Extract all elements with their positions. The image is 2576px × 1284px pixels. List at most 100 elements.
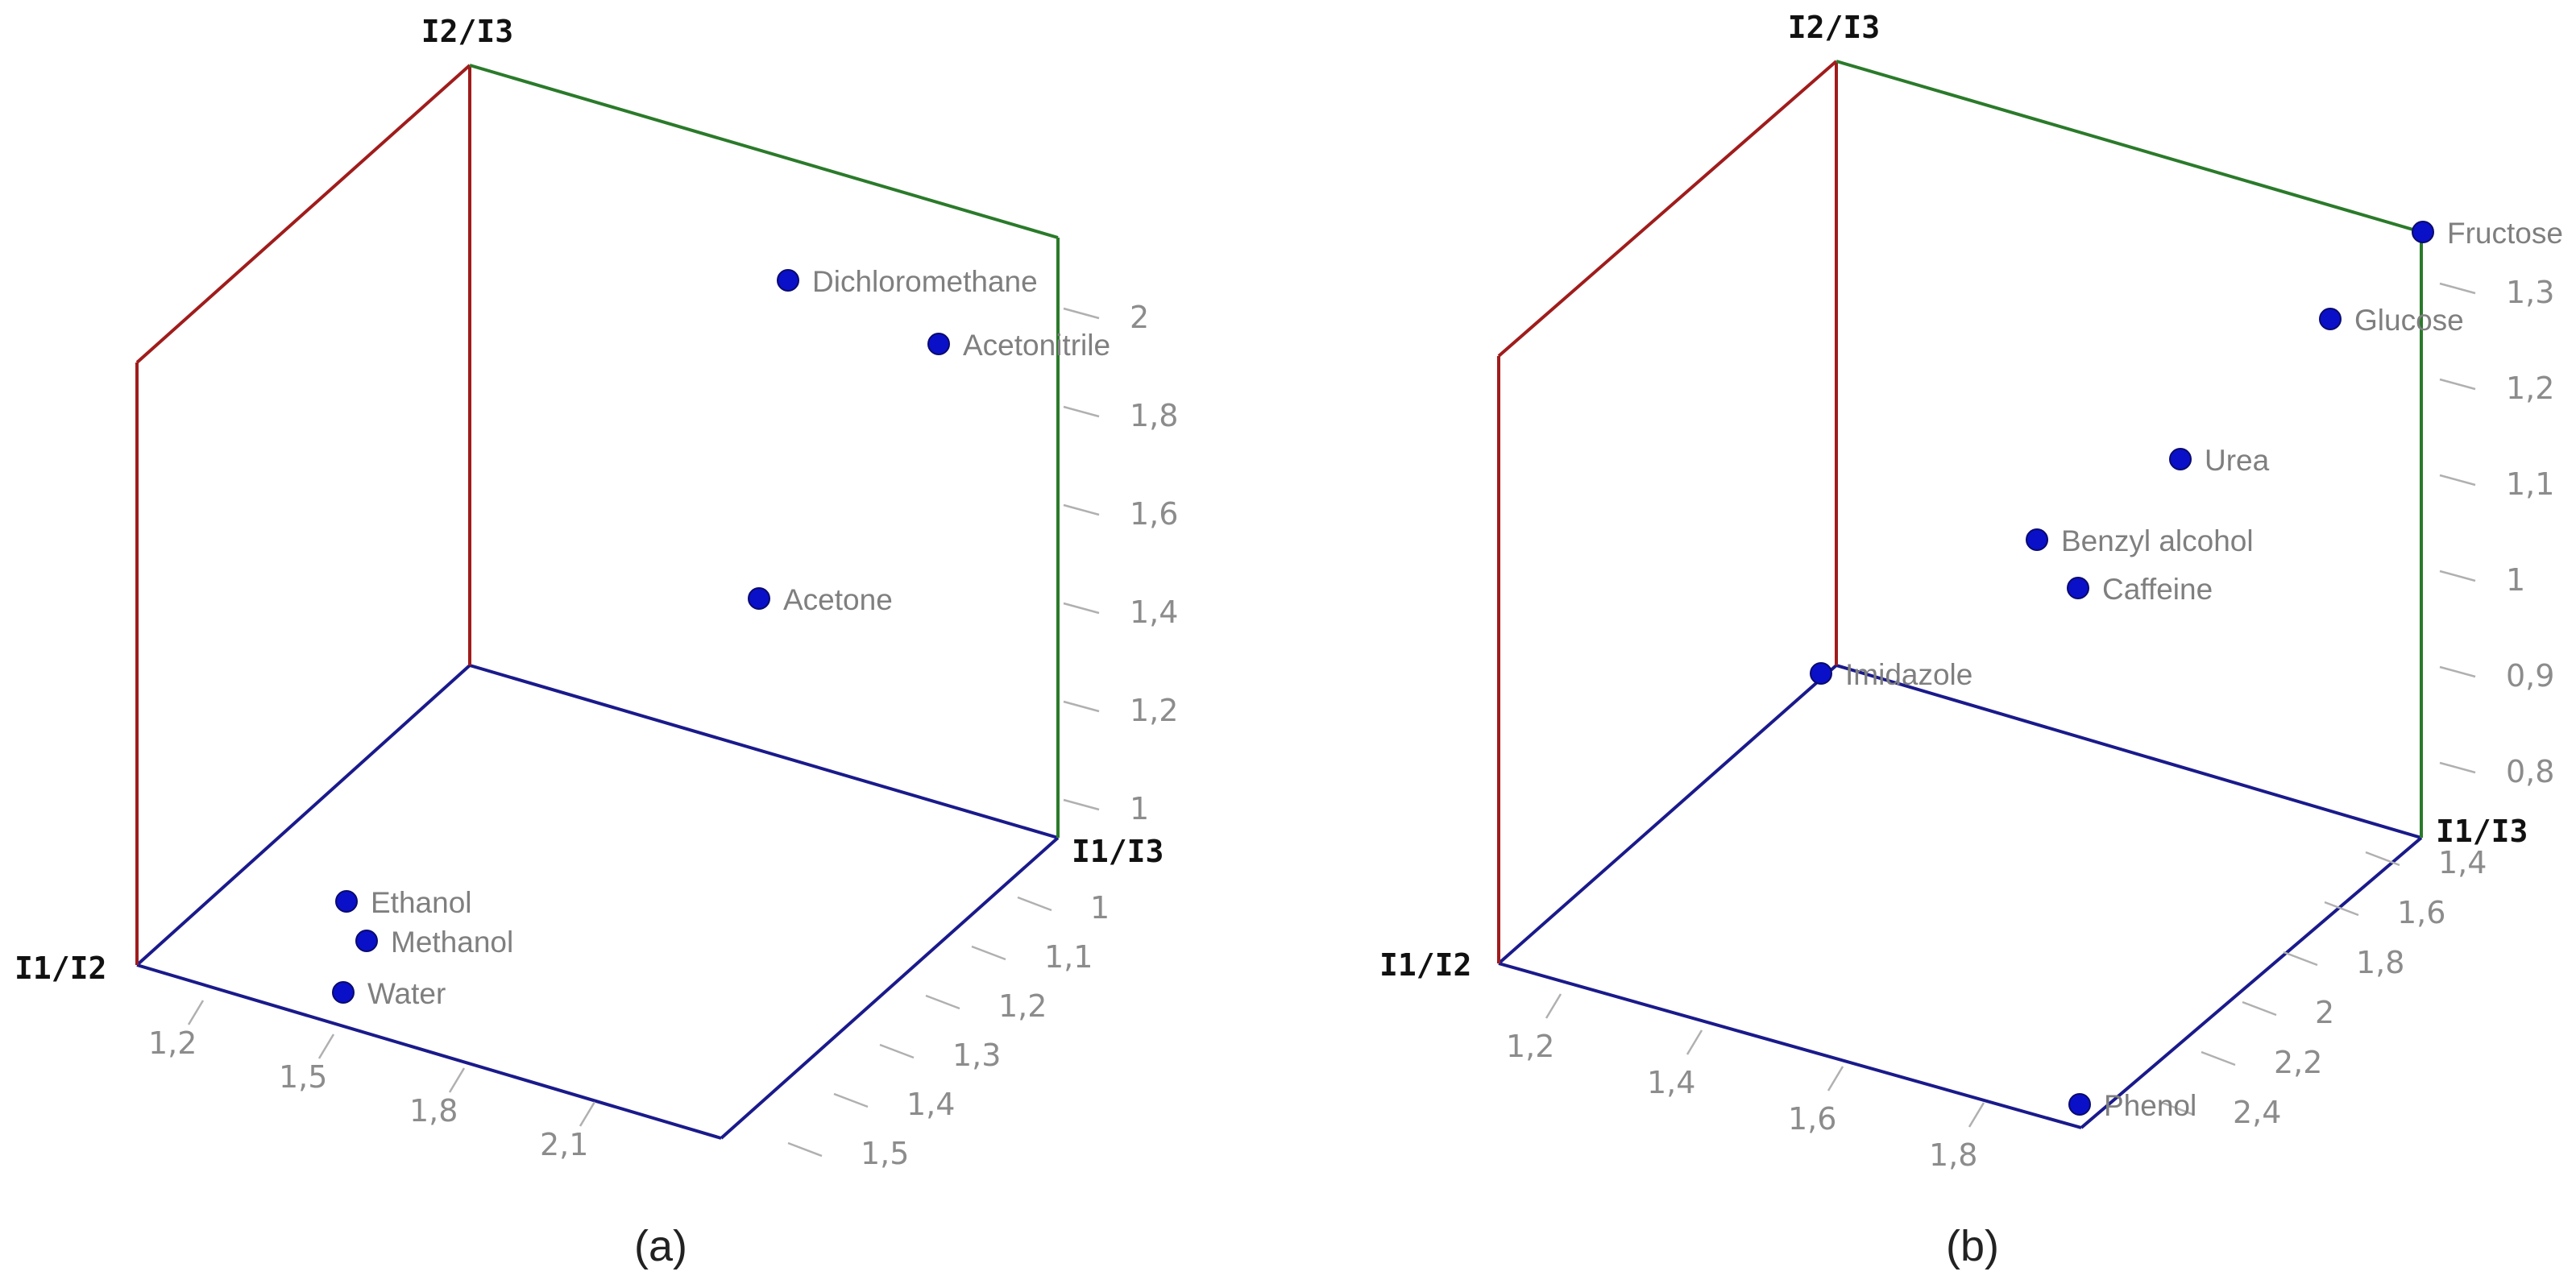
- floor-edge-front-x: [136, 963, 722, 1140]
- data-point-label: Benzyl alcohol: [2061, 524, 2254, 557]
- z-tick-mark: [2439, 761, 2476, 774]
- x-tick-label: 1,5: [279, 1059, 327, 1095]
- z-tick-label: 1: [1130, 791, 1149, 826]
- z-tick-mark: [2439, 378, 2476, 391]
- y-tick-mark: [879, 1043, 915, 1059]
- data-point: [748, 587, 770, 610]
- data-point: [927, 333, 950, 355]
- data-point: [2319, 308, 2342, 330]
- z-tick-label: 0,8: [2506, 754, 2554, 789]
- data-point-label: Phenol: [2104, 1089, 2196, 1122]
- y-tick-label: 1,8: [2356, 945, 2404, 980]
- x-tick-label: 1,6: [1788, 1101, 1836, 1137]
- x-axis-name: I1/I2: [15, 951, 106, 986]
- y-tick-mark: [2324, 901, 2359, 917]
- z-tick-label: 1,3: [2506, 275, 2554, 310]
- z-tick-label: 2: [1130, 300, 1149, 335]
- data-point-label: Acetonitrile: [963, 329, 1110, 362]
- y-tick-mark: [925, 994, 960, 1010]
- z-tick-label: 1,8: [1130, 398, 1178, 433]
- floor-edge-front-y: [2080, 836, 2423, 1129]
- z-tick-label: 0,9: [2506, 658, 2554, 694]
- data-point: [2169, 448, 2192, 470]
- data-point: [355, 930, 378, 952]
- y-tick-mark: [2201, 1050, 2236, 1067]
- z-tick-mark: [1063, 798, 1100, 811]
- z-tick-mark: [1063, 307, 1100, 320]
- floor-edge-x: [135, 664, 471, 967]
- y-tick-label: 1,6: [2397, 895, 2445, 930]
- data-point: [2067, 577, 2089, 599]
- x-tick-mark: [1827, 1066, 1844, 1091]
- x-tick-label: 2,1: [540, 1127, 588, 1162]
- z-tick-mark: [1063, 700, 1100, 713]
- y-tick-label: 1: [1090, 890, 1110, 926]
- floor-edge-x: [1497, 664, 1838, 965]
- data-point: [2026, 528, 2048, 551]
- z-tick-label: 1: [2506, 562, 2525, 598]
- data-point-label: Urea: [2205, 444, 2270, 477]
- floor-edge-y: [1836, 664, 2422, 839]
- x-tick-label: 1,8: [1929, 1137, 1977, 1173]
- data-point-label: Caffeine: [2102, 573, 2213, 606]
- z-axis-name: I2/I3: [421, 14, 513, 49]
- z-tick-label: 1,6: [1130, 496, 1178, 532]
- y-tick-mark: [2365, 851, 2400, 867]
- x-tick-mark: [1545, 993, 1562, 1019]
- floor-edge-front-x: [1498, 962, 2082, 1129]
- x-tick-mark: [1968, 1102, 1985, 1128]
- data-point-label: Acetone: [783, 583, 893, 616]
- wall-edge-top-left: [135, 64, 471, 364]
- y-tick-mark: [787, 1141, 823, 1158]
- z-tick-mark: [2439, 282, 2476, 295]
- y-tick-label: 2,4: [2233, 1095, 2281, 1130]
- x-tick-mark: [579, 1101, 596, 1127]
- data-point-label: Glucose: [2354, 304, 2464, 337]
- y-tick-label: 1,4: [906, 1087, 955, 1122]
- z-tick-mark: [1063, 602, 1100, 615]
- data-point-label: Methanol: [391, 926, 513, 959]
- data-point: [2068, 1093, 2091, 1116]
- y-axis-name: I1/I3: [2436, 814, 2528, 849]
- data-point: [335, 890, 358, 913]
- wall-edge-top-right: [469, 64, 1059, 239]
- x-axis-name: I1/I2: [1379, 947, 1471, 983]
- z-tick-mark: [2439, 665, 2476, 678]
- data-point-label: Ethanol: [371, 886, 472, 919]
- z-tick-label: 1,4: [1130, 594, 1178, 630]
- y-tick-mark: [833, 1092, 869, 1108]
- data-point: [1810, 662, 1832, 685]
- y-tick-mark: [2159, 1100, 2195, 1116]
- x-tick-mark: [1686, 1029, 1703, 1055]
- x-tick-mark: [187, 1000, 205, 1025]
- x-tick-mark: [317, 1033, 335, 1059]
- panel-label: (b): [1946, 1222, 1999, 1270]
- y-tick-label: 2,2: [2274, 1045, 2322, 1080]
- y-tick-mark: [2283, 951, 2318, 967]
- y-tick-mark: [1017, 896, 1052, 912]
- z-axis-name: I2/I3: [1788, 10, 1880, 45]
- y-tick-mark: [2242, 1000, 2277, 1017]
- data-point-label: Dichloromethane: [812, 265, 1038, 298]
- data-point: [332, 981, 355, 1004]
- z-tick-mark: [2439, 474, 2476, 487]
- wall-edge-top-left: [1497, 60, 1838, 358]
- x-tick-label: 1,2: [1506, 1029, 1554, 1064]
- floor-edge-y: [469, 664, 1059, 839]
- y-tick-label: 1,3: [952, 1038, 1001, 1073]
- x-tick-label: 1,4: [1647, 1065, 1695, 1100]
- z-tick-mark: [1063, 503, 1100, 516]
- data-point-label: Imidazole: [1845, 658, 1972, 691]
- z-tick-mark: [2439, 570, 2476, 582]
- panel-label: (a): [634, 1222, 687, 1270]
- data-point: [777, 269, 799, 292]
- data-point-label: Fructose: [2447, 217, 2563, 250]
- y-axis-name: I1/I3: [1072, 834, 1164, 869]
- floor-edge-front-y: [720, 836, 1060, 1140]
- x-tick-label: 1,2: [148, 1025, 197, 1061]
- wall-edge-top-right: [1836, 60, 2422, 234]
- y-tick-label: 1,4: [2438, 845, 2487, 880]
- x-tick-mark: [448, 1067, 466, 1093]
- y-tick-mark: [971, 945, 1006, 961]
